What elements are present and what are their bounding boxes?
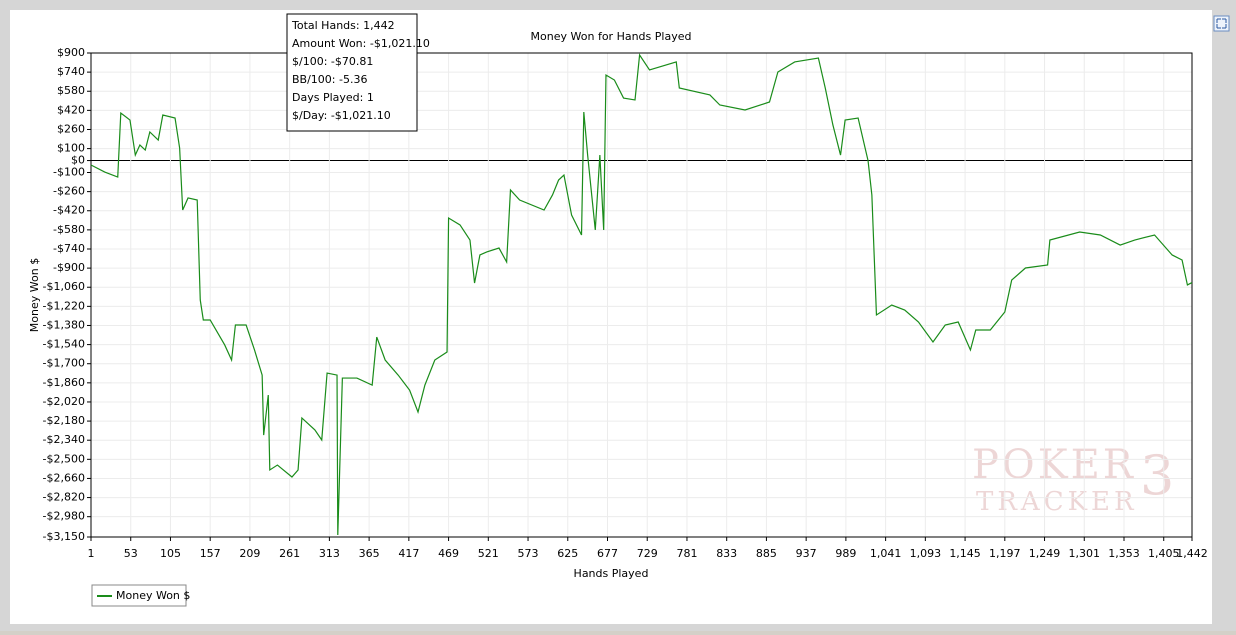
y-tick-label: $740	[57, 65, 85, 78]
tooltip-box	[286, 13, 418, 132]
y-tick-label: $580	[57, 84, 85, 97]
y-tick-label: -$580	[53, 223, 85, 236]
y-tick-label: -$2,180	[43, 414, 85, 427]
legend-label: Money Won $	[116, 589, 190, 602]
y-tick-label: -$100	[53, 166, 85, 179]
y-tick-label: -$1,540	[43, 338, 85, 351]
watermark-text: 3	[1140, 444, 1174, 507]
x-tick-label: 469	[438, 547, 459, 560]
x-tick-label: 781	[676, 547, 697, 560]
y-tick-label: -$3,150	[43, 530, 85, 543]
panel	[10, 10, 1212, 624]
tooltip-line: $/Day: -$1,021.10	[292, 109, 391, 122]
plot-layer: $900 $740 $580 $420 $260 $100$0-$100 -$260 -$42…	[43, 13, 1208, 607]
x-tick-label: 989	[835, 547, 856, 560]
y-axis-label: Money Won $	[28, 258, 41, 332]
y-tick-label: -$1,380	[43, 318, 85, 331]
x-tick-label: 417	[398, 547, 419, 560]
x-tick-label: 105	[160, 547, 181, 560]
y-tick-label: $900	[57, 46, 85, 59]
tooltip: Total Hands: 1,442 Amount Won: -$1,021.10…	[286, 13, 430, 132]
x-tick-label: 677	[597, 547, 618, 560]
x-tick-label: 885	[756, 547, 777, 560]
x-tick-label: 261	[279, 547, 300, 560]
y-tick-label: -$260	[53, 185, 85, 198]
y-tick-label: -$1,860	[43, 376, 85, 389]
x-tick-label: 1,442	[1176, 547, 1208, 560]
x-tick-label: 937	[796, 547, 817, 560]
y-tick-label: $100	[57, 142, 85, 155]
watermark: POKER TRACKER 3	[972, 442, 1174, 517]
y-tick-label: $0	[71, 154, 85, 167]
watermark-text: POKER	[972, 442, 1136, 488]
x-tick-label: 729	[637, 547, 658, 560]
x-tick-label: 833	[716, 547, 737, 560]
x-tick-label: 157	[200, 547, 221, 560]
y-tick-label: -$1,700	[43, 357, 85, 370]
maximize-box[interactable]	[1213, 15, 1230, 32]
y-tick-label: $260	[57, 122, 85, 135]
y-tick-label: -$2,020	[43, 395, 85, 408]
watermark-text: TRACKER	[976, 487, 1138, 517]
x-tick-label: 1,041	[870, 547, 902, 560]
x-tick-label: 53	[124, 547, 138, 560]
x-tick-label: 1,405	[1148, 547, 1180, 560]
chart-title: Money Won for Hands Played	[531, 30, 692, 43]
x-tick-label: 1	[88, 547, 95, 560]
plot-border	[90, 52, 1193, 538]
y-tick-label: -$2,820	[43, 491, 85, 504]
x-axis-label: Hands Played	[574, 567, 649, 580]
legend: Money Won $	[91, 584, 190, 607]
x-tick-label: 1,353	[1108, 547, 1140, 560]
x-tick-label: 1,093	[910, 547, 942, 560]
y-tick-label: -$2,340	[43, 433, 85, 446]
data-line	[90, 53, 1193, 535]
tooltip-line: BB/100: -5.36	[292, 73, 367, 86]
y-tick-label: -$2,500	[43, 452, 85, 465]
x-tick-label: 313	[319, 547, 340, 560]
y-tick-label: -$420	[53, 204, 85, 217]
y-tick-label: -$1,060	[43, 280, 85, 293]
legend-box	[91, 584, 187, 607]
x-tick-label: 1,249	[1029, 547, 1061, 560]
y-tick-label: $420	[57, 103, 85, 116]
y-tick-label: -$2,660	[43, 471, 85, 484]
x-tick-label: 1,301	[1069, 547, 1101, 560]
x-tick-label: 573	[518, 547, 539, 560]
y-tick-label: -$1,220	[43, 299, 85, 312]
x-tick-label: 365	[359, 547, 380, 560]
tooltip-line: Days Played: 1	[292, 91, 374, 104]
y-tick-label: -$900	[53, 261, 85, 274]
y-tick-label: -$2,980	[43, 510, 85, 523]
x-tick-label: 1,197	[989, 547, 1021, 560]
y-tick-label: -$740	[53, 242, 85, 255]
tooltip-line: Total Hands: 1,442	[291, 19, 395, 32]
x-tick-label: 209	[239, 547, 260, 560]
tooltip-line: $/100: -$70.81	[292, 55, 373, 68]
x-tick-label: 625	[557, 547, 578, 560]
maximize-button[interactable]	[1213, 15, 1230, 32]
tooltip-line: Amount Won: -$1,021.10	[292, 37, 430, 50]
x-tick-label: 1,145	[949, 547, 981, 560]
x-tick-label: 521	[478, 547, 499, 560]
maximize-icon	[1216, 18, 1227, 29]
